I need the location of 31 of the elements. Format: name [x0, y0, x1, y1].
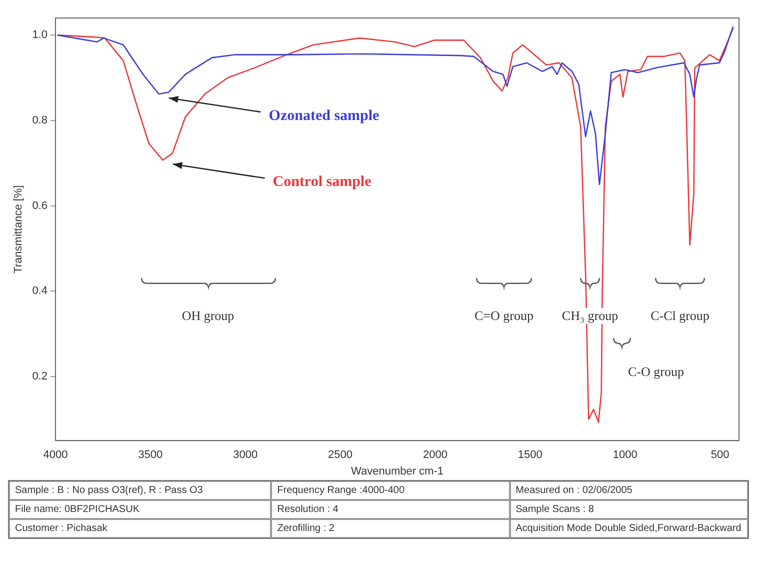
x-tick-label: 500 — [710, 449, 730, 462]
annotation: OH group — [180, 308, 236, 324]
text: Frequency Range :4000-400 — [271, 481, 510, 500]
x-axis-title: Wavenumber cm-1 — [350, 465, 444, 478]
x-tick-label: 4000 — [43, 449, 68, 462]
annotation: C-O group — [626, 364, 686, 380]
annotation: CH₃ group — [560, 308, 620, 324]
annotation: C-Cl group — [648, 308, 712, 324]
text: Sample : B : No pass O3(ref), R : Pass O3 — [9, 481, 272, 500]
y-tick-label: 0.6 — [32, 200, 48, 212]
x-tick-label: 1500 — [518, 449, 542, 462]
text: File name: 0BF2PICHASUK — [9, 500, 272, 519]
text: Customer : Pichasak — [9, 519, 272, 538]
text: Sample Scans : 8 — [510, 500, 748, 519]
x-tick-label: 3000 — [233, 449, 258, 462]
annotation: C=O group — [472, 308, 536, 324]
y-tick-label: 0.8 — [32, 114, 48, 126]
y-tick-label: 0.2 — [32, 370, 48, 383]
y-tick-label: 1.0 — [32, 29, 48, 42]
y-tick-label: 0.4 — [32, 285, 48, 298]
x-tick-label: 2000 — [422, 449, 448, 462]
x-tick-label: 2500 — [328, 449, 353, 462]
text: Control sample — [272, 174, 372, 190]
y-axis-title: Transmittance [%] — [12, 185, 25, 274]
text: Resolution : 4 — [271, 500, 510, 519]
text: Measured on : 02/06/2005 — [510, 481, 748, 500]
x-tick-label: 1000 — [612, 449, 638, 462]
x-tick-label: 3500 — [138, 449, 163, 462]
text: Acquisition Mode Double Sided,Forward-Backward — [510, 519, 748, 538]
text: Ozonated sample — [268, 108, 380, 124]
text: Zerofilling : 2 — [271, 519, 510, 538]
